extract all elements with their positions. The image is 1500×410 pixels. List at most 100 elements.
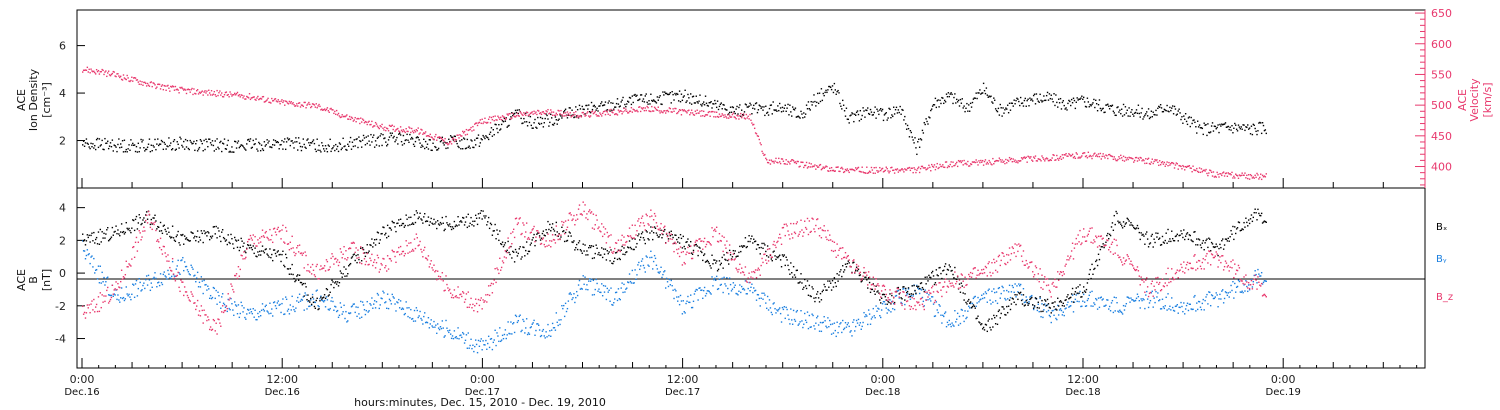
ion-density-series-point [1037, 100, 1039, 102]
by-series-point [275, 307, 278, 310]
bx-series-point [959, 291, 962, 293]
ion-density-series-point [1002, 107, 1004, 109]
ion-density-series-point [1260, 122, 1262, 124]
velocity-series-point [1062, 157, 1065, 159]
ion-density-series-point [418, 139, 420, 141]
ion-density-series-point [348, 141, 351, 143]
velocity-series-point [741, 115, 744, 117]
bx-series-point [327, 295, 330, 297]
by-series-point [105, 281, 107, 283]
bx-series-point [277, 250, 279, 252]
by-series-point [664, 270, 666, 272]
ion-density-series-point [305, 147, 307, 150]
velocity-series-point [1206, 172, 1208, 175]
by-series-point [841, 331, 843, 334]
ion-density-series-point [546, 114, 548, 117]
ion-density-series-point [553, 122, 556, 125]
bx-series-point [294, 280, 296, 283]
by-series-point [644, 271, 646, 273]
velocity-series-point [1038, 158, 1040, 160]
velocity-series-point [339, 116, 342, 119]
by-series-point [866, 315, 868, 317]
by-series-point [92, 266, 94, 268]
bx-series-point [637, 235, 639, 237]
velocity-series-point [753, 123, 755, 126]
by-series-point [1108, 308, 1110, 310]
ion-density-series-point [1072, 97, 1075, 99]
ion-density-series-point [576, 108, 579, 111]
by-series-point [340, 306, 342, 309]
ion-density-series-point [210, 144, 213, 146]
by-series-point [1166, 309, 1168, 311]
bx-series-point [556, 231, 558, 233]
ion-density-series-point [107, 140, 109, 142]
velocity-series-point [537, 109, 539, 112]
velocity-series-point [246, 95, 248, 98]
ion-density-series-point [330, 150, 332, 153]
velocity-series-point [161, 84, 164, 86]
velocity-series-point [193, 88, 195, 90]
by-series-point [121, 297, 124, 300]
velocity-series-point [979, 161, 981, 164]
ion-density-series-point [225, 148, 228, 150]
ion-density-series-point [390, 134, 393, 137]
velocity-series-point [1026, 161, 1028, 163]
bx-series-point [657, 236, 659, 238]
by-series-point [308, 305, 310, 308]
ion-density-series-point [154, 138, 156, 141]
ion-density-series-point [736, 105, 738, 108]
by-series-point [1036, 309, 1039, 312]
velocity-series-point [492, 115, 494, 118]
velocity-series-point [641, 108, 644, 110]
ion-density-series-point [951, 93, 953, 96]
velocity-series-point [629, 110, 632, 112]
by-series-point [1111, 299, 1114, 302]
ion-density-series-point [352, 145, 355, 148]
velocity-series-point [753, 127, 756, 130]
ion-density-series-point [315, 150, 317, 153]
ion-density-series-point [1065, 107, 1067, 109]
velocity-series-point [1238, 174, 1241, 176]
velocity-series-point [566, 111, 569, 113]
bx-series-point [712, 263, 714, 265]
velocity-series-point [218, 92, 220, 94]
by-series-point [331, 296, 333, 299]
ion-density-series-point [436, 149, 438, 151]
by-series-point [573, 293, 575, 295]
by-series-point [926, 292, 928, 295]
bx-series-point [891, 294, 893, 297]
by-series-point [132, 283, 134, 285]
velocity-series-point [114, 75, 116, 77]
by-series-point [1063, 314, 1065, 317]
velocity-series-point [828, 170, 830, 172]
ion-density-series-point [1141, 107, 1143, 110]
by-series-point [643, 267, 646, 269]
velocity-series-point [522, 114, 524, 117]
by-series-point [842, 319, 844, 322]
velocity-series-point [1178, 164, 1180, 167]
velocity-series-point [774, 160, 776, 162]
velocity-series-point [737, 115, 739, 117]
by-series-point [904, 303, 906, 306]
velocity-series-point [571, 115, 573, 117]
velocity-series-point [399, 126, 402, 128]
velocity-series-point [331, 109, 333, 111]
bx-series-point [590, 245, 593, 247]
ion-density-series-point [821, 99, 824, 102]
ion-density-series-point [760, 107, 762, 110]
velocity-series-point [1169, 164, 1171, 166]
by-series-point [309, 305, 311, 307]
by-series-point [635, 278, 637, 281]
ion-density-series-point [737, 113, 739, 115]
ion-density-series-point [805, 104, 808, 106]
by-series-point [931, 296, 934, 298]
bx-series-point [82, 233, 84, 235]
velocity-series-point [1265, 173, 1267, 175]
by-series-point [443, 336, 445, 338]
by-series-point [134, 283, 137, 285]
bx-series-point [109, 237, 112, 240]
velocity-series-point [194, 92, 196, 95]
velocity-series-point [192, 93, 194, 96]
ion-density-series-point [750, 104, 752, 106]
velocity-series-point [1083, 152, 1086, 154]
